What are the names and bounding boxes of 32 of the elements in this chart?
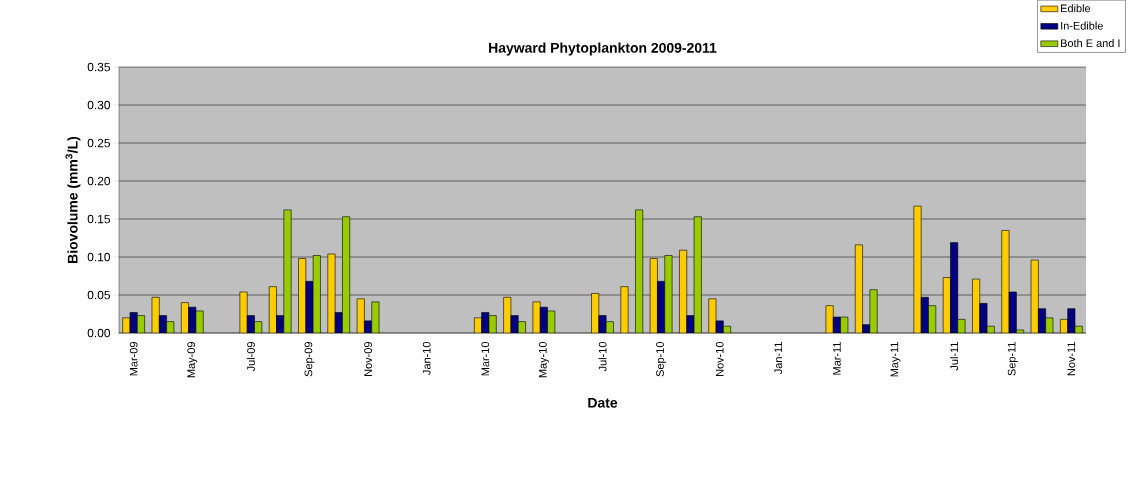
chart-title: Hayward Phytoplankton 2009-2011 [489, 42, 717, 56]
y-tick-label: 0.35 [87, 62, 110, 72]
x-tick-label: May-11 [890, 342, 901, 377]
x-tick-label: May-10 [538, 341, 549, 378]
x-tick-label: Jul-09 [246, 342, 255, 372]
y-tick-label: 0.30 [87, 100, 111, 110]
y-tick-label: 0.20 [87, 176, 111, 186]
legend-label: In-Edible [1061, 21, 1103, 30]
x-tick-label: Jul-10 [598, 341, 607, 372]
x-tick-label: Nov-11 [1067, 342, 1076, 376]
y-tick-label: 0.10 [87, 252, 111, 262]
x-axis-title: Date [588, 397, 618, 408]
y-tick-label: 0.15 [87, 214, 110, 224]
x-tick-label: Sep-11 [1007, 342, 1018, 376]
x-tick-label: Mar-11 [833, 342, 841, 375]
y-tick-label: 0.05 [87, 290, 110, 300]
x-tick-label: Mar-09 [129, 342, 138, 376]
x-tick-label: Sep-09 [304, 342, 315, 377]
x-tick-label: Jul-11 [950, 342, 959, 371]
legend-label: Edible [1061, 4, 1091, 13]
x-tick-label: May-09 [187, 342, 198, 378]
y-axis-title: Biovolume (mm$^{3}$/L) [65, 136, 81, 263]
x-tick-label: Mar-10 [481, 341, 490, 376]
x-tick-label: Nov-09 [364, 342, 372, 376]
x-tick-label: Jan-10 [422, 341, 431, 375]
x-tick-label: Sep-10 [656, 341, 667, 377]
y-tick-label: 0.00 [87, 328, 111, 338]
x-tick-label: Nov-10 [715, 341, 724, 376]
bar [913, 205, 922, 334]
legend-label: Both E and I [1061, 39, 1120, 48]
x-tick-label: Jan-11 [774, 342, 783, 375]
y-tick-label: 0.25 [87, 138, 110, 148]
